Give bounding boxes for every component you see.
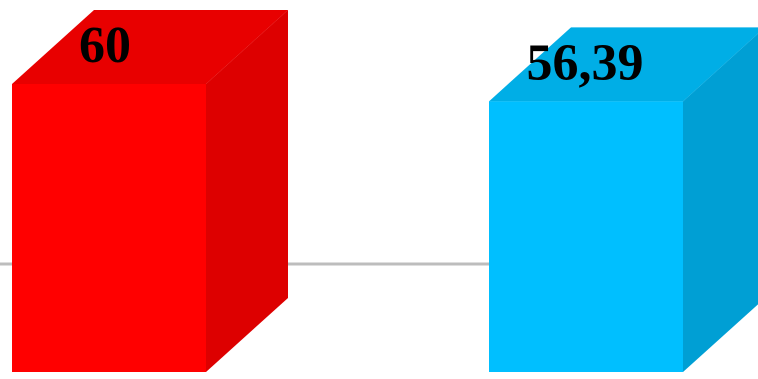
bar-2 xyxy=(489,27,758,372)
bar-top-face xyxy=(489,27,758,102)
bar-front-face xyxy=(489,101,683,372)
bar-side-face xyxy=(206,10,288,372)
bar-side-face xyxy=(683,33,758,372)
data-label-1: 60 xyxy=(79,17,131,74)
bar-top-face xyxy=(12,10,288,84)
bar-1 xyxy=(12,10,288,372)
bar-front-face xyxy=(12,84,206,372)
data-label-2: 56,39 xyxy=(527,34,644,91)
